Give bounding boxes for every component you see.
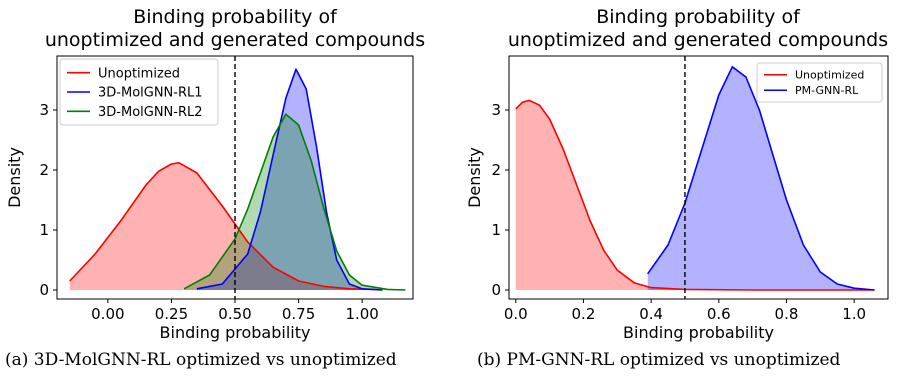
plot-frame	[508, 55, 889, 300]
y-tick-label: 0	[39, 281, 49, 299]
x-tick-label: 0.6	[707, 305, 731, 323]
chart-title-line-2: unoptimized and generated compounds	[508, 29, 888, 51]
y-axis-label: Density	[465, 147, 484, 208]
x-axis-label: Binding probability	[623, 323, 774, 342]
series-area-0	[69, 162, 375, 290]
legend-box	[59, 58, 219, 126]
legend-entry: Unoptimized	[795, 69, 864, 82]
x-tick-label: 0.25	[155, 305, 188, 323]
y-tick-label: 3	[491, 101, 501, 119]
y-tick-label: 1	[491, 221, 501, 239]
x-tick-label: 0.4	[639, 305, 663, 323]
x-axis-label: Binding probability	[160, 323, 311, 342]
x-tick-label: 0.75	[282, 305, 315, 323]
y-tick-label: 3	[39, 101, 49, 119]
x-tick-label: 1.00	[345, 305, 378, 323]
y-axis-label: Density	[5, 147, 24, 208]
series-line-1	[196, 68, 383, 291]
x-tick-label: 1.0	[842, 305, 866, 323]
legend-entry: Unoptimized	[98, 66, 180, 81]
x-tick-label: 0.00	[91, 305, 124, 323]
y-tick-label: 2	[491, 161, 501, 179]
figure-caption: (a) 3D-MolGNN-RL optimized vs unoptimize…	[5, 350, 397, 370]
series-line-2	[183, 113, 406, 291]
legend-box	[756, 62, 883, 103]
y-tick-label: 0	[491, 281, 501, 299]
series-area-1	[196, 69, 383, 290]
series-line-1	[647, 66, 875, 291]
x-tick-label: 0.8	[775, 305, 799, 323]
series-area-0	[515, 100, 875, 291]
legend-entry: PM-GNN-RL	[795, 84, 859, 97]
x-tick-label: 0.2	[572, 305, 596, 323]
x-tick-label: 0.0	[504, 305, 528, 323]
series-area-1	[647, 66, 875, 290]
series-line-0	[515, 99, 875, 291]
chart-title-line-1: Binding probability of	[133, 6, 338, 28]
series-line-0	[69, 162, 375, 291]
y-tick-label: 2	[39, 161, 49, 179]
figure-caption: (b) PM-GNN-RL optimized vs unoptimized	[477, 350, 841, 370]
legend-entry: 3D-MolGNN-RL1	[98, 86, 203, 101]
legend-entry: 3D-MolGNN-RL2	[98, 105, 203, 120]
series-area-2	[184, 114, 406, 290]
y-tick-label: 1	[39, 221, 49, 239]
x-tick-label: 0.50	[218, 305, 251, 323]
chart-title-line-2: unoptimized and generated compounds	[45, 29, 425, 51]
chart-title-line-1: Binding probability of	[596, 6, 801, 28]
